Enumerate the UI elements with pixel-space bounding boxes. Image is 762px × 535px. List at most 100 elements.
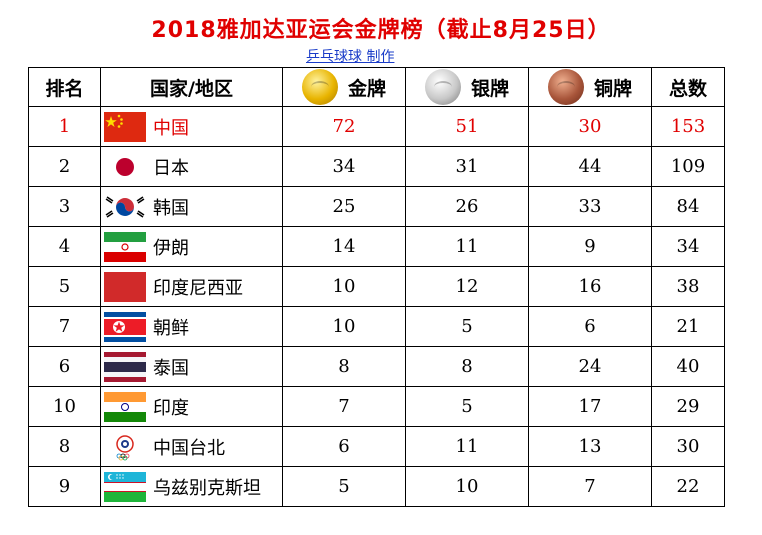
total-cell: 153 [651, 106, 725, 147]
silver-cell: 5 [405, 306, 529, 347]
gold-cell: 14 [282, 226, 406, 267]
total-cell: 38 [651, 266, 725, 307]
country-name: 朝鲜 [153, 317, 189, 339]
gold-cell: 25 [282, 186, 406, 227]
country-cell: 印度 [100, 386, 283, 427]
bronze-cell: 7 [528, 466, 652, 507]
table-row: 7 朝鲜 10 5 6 21 [28, 306, 725, 347]
country-cell: 印度尼西亚 [100, 266, 283, 307]
gold-medal-icon [301, 69, 338, 105]
bronze-cell: 44 [528, 146, 652, 187]
rank-cell: 1 [28, 106, 101, 147]
page-title: 2018雅加达亚运会金牌榜（截止8月25日） [151, 18, 611, 43]
bronze-cell: 17 [528, 386, 652, 427]
header-bronze-label: 铜牌 [593, 77, 632, 100]
gold-cell: 7 [282, 386, 406, 427]
bronze-cell: 9 [528, 226, 652, 267]
gold-cell: 10 [282, 306, 406, 347]
total-cell: 84 [651, 186, 725, 227]
rank-cell: 7 [28, 306, 101, 347]
gold-cell: 6 [282, 426, 406, 467]
table-row: 9 乌兹别 [28, 466, 725, 507]
thailand-flag-icon [104, 351, 146, 382]
table-row: 8 中国台北 6 [28, 426, 725, 467]
silver-cell: 31 [405, 146, 529, 187]
iran-flag-icon [104, 231, 146, 262]
header-total: 总数 [651, 67, 725, 107]
country-cell: 中国 [100, 106, 283, 147]
rank-cell: 10 [28, 386, 101, 427]
indonesia-flag-icon [104, 271, 146, 302]
rank-cell: 6 [28, 346, 101, 387]
north-korea-flag-icon [104, 311, 146, 342]
country-name: 中国 [153, 117, 189, 139]
rank-cell: 5 [28, 266, 101, 307]
country-cell: 韩国 [100, 186, 283, 227]
gold-cell: 5 [282, 466, 406, 507]
country-name: 日本 [153, 157, 189, 179]
rank-cell: 4 [28, 226, 101, 267]
silver-medal-icon [424, 69, 461, 105]
total-cell: 40 [651, 346, 725, 387]
country-name: 印度 [153, 397, 189, 419]
country-name: 印度尼西亚 [153, 277, 243, 299]
bronze-cell: 13 [528, 426, 652, 467]
silver-cell: 11 [405, 426, 529, 467]
rank-cell: 9 [28, 466, 101, 507]
medal-table: 排名 国家/地区 金牌 银牌 铜牌 总数 [28, 67, 725, 507]
table-row: 6 泰国 8 8 24 40 [28, 346, 725, 387]
header-gold-label: 金牌 [347, 77, 386, 100]
india-flag-icon [104, 391, 146, 422]
korea-flag-icon [104, 191, 146, 222]
silver-cell: 51 [405, 106, 529, 147]
header-silver-label: 银牌 [470, 77, 509, 100]
silver-cell: 26 [405, 186, 529, 227]
silver-cell: 10 [405, 466, 529, 507]
bronze-cell: 6 [528, 306, 652, 347]
bronze-cell: 16 [528, 266, 652, 307]
chinese-taipei-flag-icon [104, 431, 146, 462]
country-cell: 中国台北 [100, 426, 283, 467]
gold-cell: 34 [282, 146, 406, 187]
country-name: 泰国 [153, 357, 189, 379]
table-row: 1 中国 72 51 30 153 [28, 106, 725, 147]
country-name: 伊朗 [153, 237, 189, 259]
author-credit: 乒乓球球 制作 [306, 49, 395, 65]
header-silver: 银牌 [405, 67, 529, 107]
silver-cell: 12 [405, 266, 529, 307]
header-country: 国家/地区 [100, 67, 283, 107]
gold-cell: 10 [282, 266, 406, 307]
total-cell: 34 [651, 226, 725, 267]
header-bronze: 铜牌 [528, 67, 652, 107]
total-cell: 29 [651, 386, 725, 427]
table-row: 3 韩国 [28, 186, 725, 227]
silver-cell: 5 [405, 386, 529, 427]
country-cell: 朝鲜 [100, 306, 283, 347]
bronze-cell: 33 [528, 186, 652, 227]
total-cell: 21 [651, 306, 725, 347]
country-name: 中国台北 [153, 437, 225, 459]
header-rank: 排名 [28, 67, 101, 107]
rank-cell: 3 [28, 186, 101, 227]
bronze-cell: 24 [528, 346, 652, 387]
rank-cell: 2 [28, 146, 101, 187]
country-cell: 日本 [100, 146, 283, 187]
table-row: 5 印度尼西亚 10 12 16 38 [28, 266, 725, 307]
silver-cell: 8 [405, 346, 529, 387]
total-cell: 22 [651, 466, 725, 507]
uzbekistan-flag-icon [104, 471, 146, 502]
country-cell: 伊朗 [100, 226, 283, 267]
table-row: 10 印度 7 5 17 29 [28, 386, 725, 427]
country-name: 乌兹别克斯坦 [153, 477, 261, 499]
gold-cell: 8 [282, 346, 406, 387]
header-row: 排名 国家/地区 金牌 银牌 铜牌 总数 [28, 67, 725, 107]
bronze-medal-icon [547, 69, 584, 105]
country-cell: 泰国 [100, 346, 283, 387]
header-gold: 金牌 [282, 67, 406, 107]
silver-cell: 11 [405, 226, 529, 267]
china-flag-icon [104, 111, 146, 142]
total-cell: 109 [651, 146, 725, 187]
country-cell: 乌兹别克斯坦 [100, 466, 283, 507]
japan-flag-icon [104, 151, 146, 182]
gold-cell: 72 [282, 106, 406, 147]
